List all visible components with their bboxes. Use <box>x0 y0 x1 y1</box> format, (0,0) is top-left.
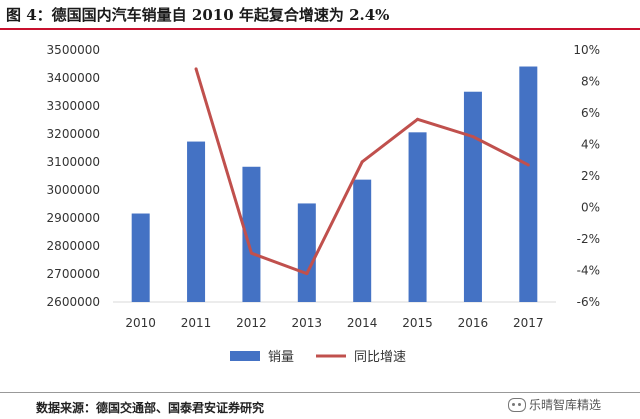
bar-2011 <box>187 141 206 302</box>
y-right-tick-label: 6% <box>581 106 600 120</box>
y-left-tick-label: 2900000 <box>47 211 100 225</box>
y-left-tick-label: 2600000 <box>47 295 100 309</box>
bar-2010 <box>131 213 150 302</box>
watermark: 乐晴智库精选 <box>508 396 601 413</box>
y-right-tick-label: 8% <box>581 75 600 89</box>
y-right-tick-label: 0% <box>581 201 600 215</box>
y-left-tick-label: 3000000 <box>47 183 100 197</box>
y-right-tick-label: 10% <box>573 43 600 57</box>
y-right-tick-label: -4% <box>577 264 600 278</box>
y-left-tick-label: 3100000 <box>47 155 100 169</box>
growth-point-2017 <box>526 163 530 167</box>
y-right-tick-label: -6% <box>577 295 600 309</box>
bar-2012 <box>242 166 261 302</box>
bar-2017 <box>519 66 538 302</box>
bar-2014 <box>353 179 372 302</box>
title-bar: 图 4：德国国内汽车销量自 2010 年起复合增速为 2.4% <box>0 0 640 30</box>
growth-point-2014 <box>360 160 364 164</box>
bar-2016 <box>463 91 482 302</box>
watermark-text: 乐晴智库精选 <box>529 398 602 412</box>
x-tick-label: 2015 <box>402 316 433 330</box>
x-tick-label: 2010 <box>125 316 156 330</box>
y-right-tick-label: 2% <box>581 169 600 183</box>
legend-bar-swatch <box>230 351 260 361</box>
growth-point-2016 <box>471 135 475 139</box>
wechat-icon <box>508 397 526 412</box>
combo-chart: 2600000 2700000 2800000 2900000 3000000 31000… <box>47 43 600 365</box>
legend-line-label: 同比增速 <box>354 350 406 365</box>
x-tick-label: 2016 <box>458 316 489 330</box>
x-tick-label: 2014 <box>347 316 378 330</box>
y-left-tick-label: 3500000 <box>47 43 100 57</box>
y-left-tick-label: 3300000 <box>47 99 100 113</box>
x-tick-label: 2017 <box>513 316 544 330</box>
y-left-tick-label: 3200000 <box>47 127 100 141</box>
x-tick-label: 2013 <box>292 316 323 330</box>
growth-point-2012 <box>249 251 253 255</box>
growth-point-2013 <box>305 272 309 276</box>
figure-title: 图 4：德国国内汽车销量自 2010 年起复合增速为 2.4% <box>6 6 390 24</box>
bar-2013 <box>297 203 316 302</box>
source-bar: 数据来源：德国交通部、国泰君安证券研究 乐晴智库精选 <box>0 392 640 419</box>
source-note: 数据来源：德国交通部、国泰君安证券研究 <box>36 401 265 415</box>
legend-bar-label: 销量 <box>268 350 294 365</box>
x-tick-label: 2012 <box>236 316 267 330</box>
y-right-tick-label: -2% <box>577 232 600 246</box>
growth-point-2015 <box>416 117 420 121</box>
growth-point-2011 <box>194 67 198 71</box>
y-left-tick-label: 2700000 <box>47 267 100 281</box>
x-tick-label: 2011 <box>181 316 212 330</box>
y-right-tick-label: 4% <box>581 138 600 152</box>
y-left-tick-label: 3400000 <box>47 71 100 85</box>
bar-2015 <box>408 132 427 302</box>
y-left-tick-label: 2800000 <box>47 239 100 253</box>
